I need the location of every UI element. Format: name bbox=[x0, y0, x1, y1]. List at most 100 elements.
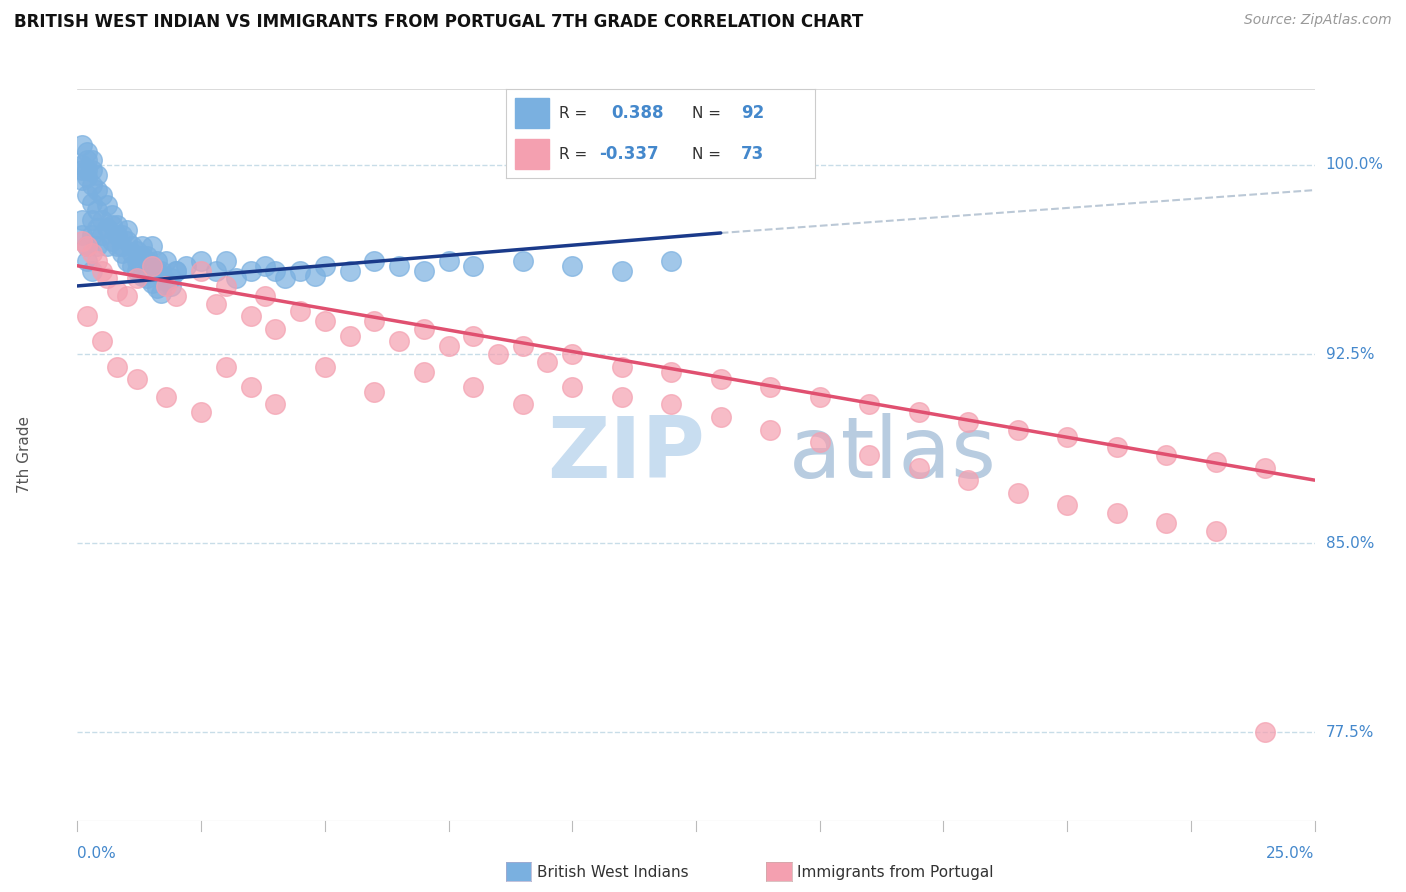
Text: 25.0%: 25.0% bbox=[1267, 846, 1315, 861]
Point bbox=[82, 162, 104, 177]
Point bbox=[486, 347, 509, 361]
Point bbox=[1154, 448, 1177, 462]
Point bbox=[1007, 485, 1029, 500]
Point bbox=[759, 423, 782, 437]
Point bbox=[561, 380, 583, 394]
Point bbox=[105, 228, 128, 243]
Point bbox=[215, 253, 238, 268]
Text: 0.0%: 0.0% bbox=[77, 846, 117, 861]
Point bbox=[86, 203, 108, 218]
Point bbox=[72, 228, 94, 243]
Point bbox=[131, 268, 153, 283]
Point bbox=[205, 264, 228, 278]
Point bbox=[82, 264, 104, 278]
Point bbox=[121, 238, 143, 252]
Point bbox=[165, 264, 187, 278]
Point bbox=[145, 264, 167, 278]
Point bbox=[91, 228, 114, 243]
Point bbox=[659, 397, 682, 411]
Point bbox=[339, 264, 361, 278]
Text: BRITISH WEST INDIAN VS IMMIGRANTS FROM PORTUGAL 7TH GRADE CORRELATION CHART: BRITISH WEST INDIAN VS IMMIGRANTS FROM P… bbox=[14, 13, 863, 31]
Point bbox=[76, 145, 98, 160]
Point bbox=[155, 279, 177, 293]
Point bbox=[105, 219, 128, 233]
Point bbox=[412, 322, 434, 336]
Point bbox=[150, 268, 173, 283]
Point bbox=[412, 264, 434, 278]
Point bbox=[412, 365, 434, 379]
Point bbox=[512, 253, 534, 268]
Point bbox=[115, 289, 138, 303]
Point bbox=[115, 223, 138, 237]
Point bbox=[388, 259, 411, 273]
Point bbox=[858, 397, 880, 411]
Point bbox=[145, 253, 167, 268]
Point bbox=[254, 259, 277, 273]
Point bbox=[659, 253, 682, 268]
Point bbox=[1254, 460, 1277, 475]
Point bbox=[125, 271, 148, 285]
Point bbox=[76, 238, 98, 252]
Point bbox=[610, 390, 633, 404]
Point bbox=[1105, 441, 1128, 455]
Text: -0.337: -0.337 bbox=[599, 145, 658, 163]
Point bbox=[858, 448, 880, 462]
Point bbox=[174, 259, 197, 273]
Point bbox=[659, 365, 682, 379]
Point bbox=[101, 208, 124, 222]
Point bbox=[215, 359, 238, 374]
Point bbox=[115, 253, 138, 268]
Text: 92.5%: 92.5% bbox=[1326, 346, 1374, 361]
Point bbox=[363, 314, 385, 328]
Point bbox=[957, 473, 980, 487]
Point bbox=[96, 271, 118, 285]
Point bbox=[610, 359, 633, 374]
Point bbox=[72, 162, 94, 177]
Text: N =: N = bbox=[692, 106, 725, 120]
Point bbox=[1205, 524, 1227, 538]
Point bbox=[105, 284, 128, 298]
Point bbox=[160, 271, 183, 285]
Point bbox=[225, 271, 247, 285]
Point bbox=[463, 259, 485, 273]
Point bbox=[239, 380, 262, 394]
Point bbox=[155, 274, 177, 288]
Point bbox=[314, 314, 336, 328]
Point bbox=[388, 334, 411, 349]
Point bbox=[512, 339, 534, 353]
Point bbox=[512, 397, 534, 411]
Point bbox=[115, 234, 138, 248]
Point bbox=[239, 309, 262, 323]
Point bbox=[536, 354, 558, 368]
Point bbox=[288, 304, 311, 318]
Point bbox=[76, 162, 98, 177]
Point bbox=[145, 281, 167, 295]
Point bbox=[150, 264, 173, 278]
Point bbox=[190, 405, 212, 419]
Point bbox=[131, 238, 153, 252]
Point bbox=[76, 188, 98, 202]
Point bbox=[463, 380, 485, 394]
Point bbox=[304, 268, 326, 283]
Point bbox=[1205, 455, 1227, 469]
Text: atlas: atlas bbox=[789, 413, 997, 497]
Point bbox=[76, 309, 98, 323]
Point bbox=[141, 259, 163, 273]
Point bbox=[141, 277, 163, 291]
Point bbox=[907, 460, 929, 475]
Point bbox=[1154, 516, 1177, 530]
Point bbox=[121, 246, 143, 260]
Text: 77.5%: 77.5% bbox=[1326, 725, 1374, 739]
Point bbox=[561, 259, 583, 273]
Text: R =: R = bbox=[558, 147, 592, 161]
Point bbox=[111, 228, 134, 243]
Point bbox=[165, 289, 187, 303]
Point bbox=[759, 380, 782, 394]
Point bbox=[82, 228, 104, 243]
Point bbox=[111, 246, 134, 260]
Point bbox=[205, 296, 228, 310]
Point bbox=[82, 213, 104, 227]
Point bbox=[264, 397, 287, 411]
Point bbox=[76, 253, 98, 268]
Point bbox=[125, 244, 148, 258]
